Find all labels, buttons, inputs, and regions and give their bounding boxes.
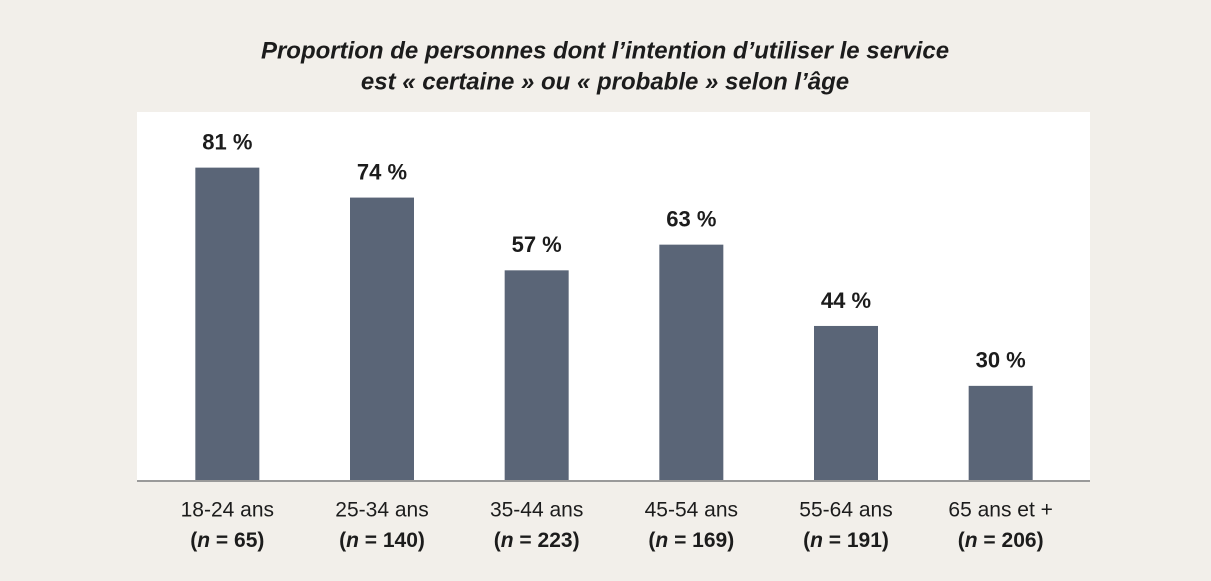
bar xyxy=(814,325,878,480)
value-label: 57 % xyxy=(512,232,562,257)
value-label: 74 % xyxy=(357,159,407,184)
x-tick-label: 65 ans et + xyxy=(948,499,1053,522)
chart-title: est « certaine » ou « probable » selon l… xyxy=(361,68,849,95)
bar xyxy=(195,167,260,480)
sample-size-label: (n = 223) xyxy=(494,529,580,552)
x-tick-label: 45-54 ans xyxy=(645,499,738,522)
value-label: 30 % xyxy=(976,348,1026,373)
bar xyxy=(504,270,569,480)
value-label: 63 % xyxy=(666,206,716,231)
bar xyxy=(659,244,724,480)
sample-size-label: (n = 140) xyxy=(339,529,425,552)
bar xyxy=(968,385,1033,480)
plot-area xyxy=(137,112,1090,481)
x-tick-label: 35-44 ans xyxy=(490,499,583,522)
sample-size-label: (n = 191) xyxy=(803,529,889,552)
bar xyxy=(350,197,414,480)
value-label: 44 % xyxy=(821,288,871,313)
x-tick-label: 25-34 ans xyxy=(335,499,428,522)
sample-size-label: (n = 206) xyxy=(958,529,1044,552)
x-tick-label: 55-64 ans xyxy=(799,499,892,522)
chart-title: Proportion de personnes dont l’intention… xyxy=(261,37,949,64)
sample-size-label: (n = 65) xyxy=(190,529,264,552)
sample-size-label: (n = 169) xyxy=(648,529,734,552)
x-tick-label: 18-24 ans xyxy=(181,499,274,522)
value-label: 81 % xyxy=(202,129,252,154)
